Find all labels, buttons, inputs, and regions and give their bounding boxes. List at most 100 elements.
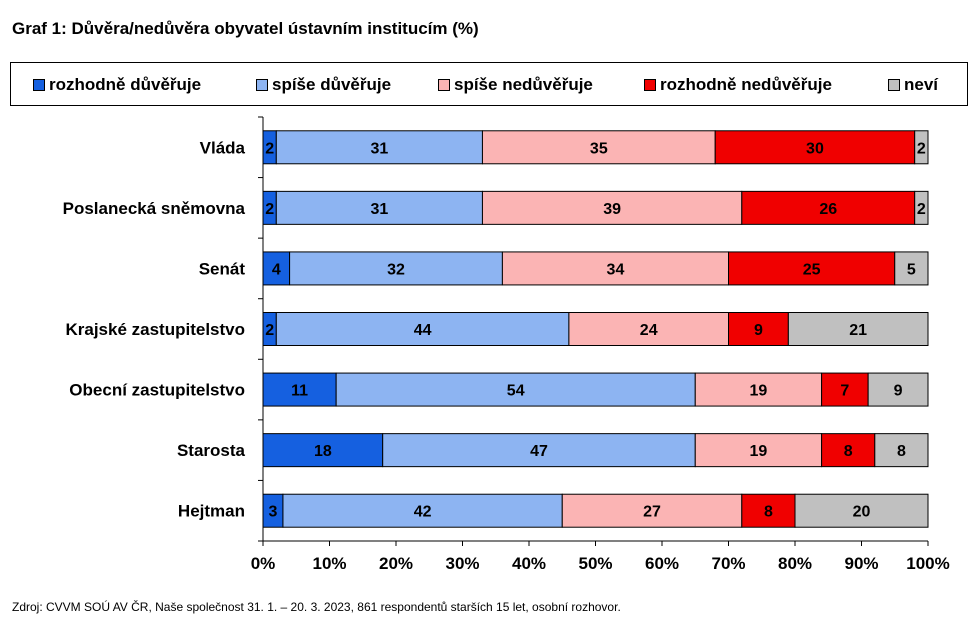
bar-poslanecka-snemovna-spise-neduveruje	[481, 190, 743, 225]
x-tick-label-7: 70%	[711, 554, 745, 573]
x-tick-label-4: 40%	[512, 554, 546, 573]
bar-vlada-nevi	[914, 130, 929, 165]
data-label-starosta-nevi: 8	[897, 443, 906, 460]
category-label-vlada: Vláda	[200, 138, 246, 157]
bar-poslanecka-snemovna-nevi	[914, 190, 929, 225]
legend-swatch	[888, 79, 900, 91]
legend-swatch	[644, 79, 656, 91]
data-label-starosta-spise-neduveruje: 19	[750, 443, 768, 460]
chart-legend: rozhodně důvěřuje spíše důvěřuje spíše ned…	[10, 62, 968, 106]
legend-item-rozhodne-duveruje: rozhodně důvěřuje	[33, 75, 201, 95]
data-label-obecni-zastupitelstvo-spise-duveruje: 54	[507, 383, 525, 400]
data-label-obecni-zastupitelstvo-rozhodne-duveruje: 11	[291, 383, 308, 400]
data-label-senat-spise-duveruje: 32	[387, 261, 405, 278]
data-label-starosta-rozhodne-neduveruje: 8	[844, 443, 853, 460]
bar-vlada-spise-duveruje	[275, 130, 483, 165]
data-label-hejtman-rozhodne-neduveruje: 8	[764, 504, 773, 521]
chart-title: Graf 1: Důvěra/nedůvěra obyvatel ústavní…	[12, 19, 479, 38]
bar-senat-rozhodne-neduveruje	[728, 251, 896, 286]
data-label-senat-rozhodne-neduveruje: 25	[803, 261, 821, 278]
bar-senat-nevi	[894, 251, 929, 286]
data-label-obecni-zastupitelstvo-spise-neduveruje: 19	[750, 383, 768, 400]
bar-obecni-zastupitelstvo-spise-duveruje	[335, 372, 696, 407]
x-tick-label-1: 10%	[312, 554, 346, 573]
bar-senat-spise-neduveruje	[501, 251, 729, 286]
source-note: Zdroj: CVVM SOÚ AV ČR, Naše společnost 3…	[12, 600, 621, 614]
bar-hejtman-rozhodne-neduveruje	[741, 493, 796, 528]
bar-obecni-zastupitelstvo-spise-neduveruje	[694, 372, 823, 407]
legend-item-spise-neduveruje: spíše nedůvěřuje	[438, 75, 593, 95]
data-label-poslanecka-snemovna-nevi: 2	[917, 201, 926, 218]
data-label-hejtman-nevi: 20	[853, 504, 871, 521]
legend-item-spise-duveruje: spíše důvěřuje	[256, 75, 391, 95]
x-tick-label-6: 60%	[645, 554, 679, 573]
bar-krajske-zastupitelstvo-nevi	[787, 312, 929, 346]
legend-label: spíše důvěřuje	[272, 75, 392, 94]
data-label-obecni-zastupitelstvo-rozhodne-neduveruje: 7	[840, 383, 849, 400]
legend-label: rozhodně důvěřuje	[49, 75, 202, 94]
category-label-hejtman: Hejtman	[178, 502, 245, 521]
bar-starosta-spise-neduveruje	[694, 433, 823, 468]
data-label-krajske-zastupitelstvo-rozhodne-neduveruje: 9	[754, 322, 763, 339]
bar-krajske-zastupitelstvo-spise-neduveruje	[568, 312, 730, 346]
x-tick-label-8: 80%	[778, 554, 812, 573]
data-label-vlada-rozhodne-duveruje: 2	[265, 140, 274, 157]
data-label-senat-spise-neduveruje: 34	[607, 261, 625, 278]
category-label-senat: Senát	[199, 259, 246, 278]
x-tick-label-2: 20%	[379, 554, 413, 573]
data-label-poslanecka-snemovna-spise-duveruje: 31	[370, 201, 388, 218]
x-tick-label-9: 90%	[844, 554, 878, 573]
data-label-senat-rozhodne-duveruje: 4	[272, 261, 281, 278]
legend-label: rozhodně nedůvěřuje	[660, 75, 832, 94]
legend-swatch	[33, 79, 45, 91]
bar-hejtman-nevi	[794, 493, 929, 528]
legend-swatch	[438, 79, 450, 91]
category-label-krajske-zastupitelstvo: Krajské zastupitelstvo	[65, 320, 245, 339]
data-label-krajske-zastupitelstvo-spise-neduveruje: 24	[640, 322, 658, 339]
data-label-krajske-zastupitelstvo-spise-duveruje: 44	[414, 322, 432, 339]
bar-obecni-zastupitelstvo-nevi	[867, 372, 929, 407]
data-label-poslanecka-snemovna-spise-neduveruje: 39	[603, 201, 621, 218]
bar-starosta-rozhodne-duveruje	[262, 433, 384, 468]
legend-label: neví	[904, 75, 939, 94]
legend-item-rozhodne-neduveruje: rozhodně nedůvěřuje	[644, 75, 832, 95]
data-label-starosta-spise-duveruje: 47	[530, 443, 548, 460]
data-label-vlada-nevi: 2	[917, 140, 926, 157]
bar-vlada-rozhodne-neduveruje	[714, 130, 916, 165]
x-tick-label-3: 30%	[445, 554, 479, 573]
bar-senat-rozhodne-duveruje	[262, 251, 291, 286]
bar-poslanecka-snemovna-rozhodne-neduveruje	[741, 190, 916, 225]
x-tick-label-10: 100%	[906, 554, 949, 573]
legend-item-nevi: neví	[888, 75, 938, 95]
bar-hejtman-spise-neduveruje	[561, 493, 743, 528]
bar-vlada-spise-neduveruje	[481, 130, 716, 165]
legend-label: spíše nedůvěřuje	[454, 75, 593, 94]
bar-obecni-zastupitelstvo-rozhodne-neduveruje	[821, 372, 869, 407]
category-label-starosta: Starosta	[177, 441, 246, 460]
x-tick-label-0: 0%	[251, 554, 276, 573]
data-label-senat-nevi: 5	[907, 261, 916, 278]
data-label-poslanecka-snemovna-rozhodne-neduveruje: 26	[819, 201, 837, 218]
bar-poslanecka-snemovna-spise-duveruje	[275, 190, 483, 225]
legend-swatch	[256, 79, 268, 91]
data-label-poslanecka-snemovna-rozhodne-duveruje: 2	[265, 201, 274, 218]
data-label-obecni-zastupitelstvo-nevi: 9	[894, 383, 903, 400]
bar-starosta-spise-duveruje	[382, 433, 696, 468]
data-label-hejtman-spise-duveruje: 42	[414, 504, 432, 521]
data-label-hejtman-rozhodne-duveruje: 3	[269, 504, 278, 521]
bar-krajske-zastupitelstvo-rozhodne-neduveruje	[728, 312, 789, 346]
data-label-krajske-zastupitelstvo-nevi: 21	[849, 322, 867, 339]
bar-starosta-rozhodne-neduveruje	[821, 433, 876, 468]
data-label-krajske-zastupitelstvo-rozhodne-duveruje: 2	[265, 322, 274, 339]
bar-starosta-nevi	[874, 433, 929, 468]
bar-senat-spise-duveruje	[289, 251, 503, 286]
data-label-vlada-spise-neduveruje: 35	[590, 140, 608, 157]
category-label-obecni-zastupitelstvo: Obecní zastupitelstvo	[69, 381, 245, 400]
data-label-starosta-rozhodne-duveruje: 18	[314, 443, 332, 460]
bar-hejtman-spise-duveruje	[282, 493, 563, 528]
category-label-poslanecka-snemovna: Poslanecká sněmovna	[63, 199, 246, 218]
x-tick-label-5: 50%	[578, 554, 612, 573]
data-label-vlada-spise-duveruje: 31	[370, 140, 388, 157]
data-label-hejtman-spise-neduveruje: 27	[643, 504, 661, 521]
